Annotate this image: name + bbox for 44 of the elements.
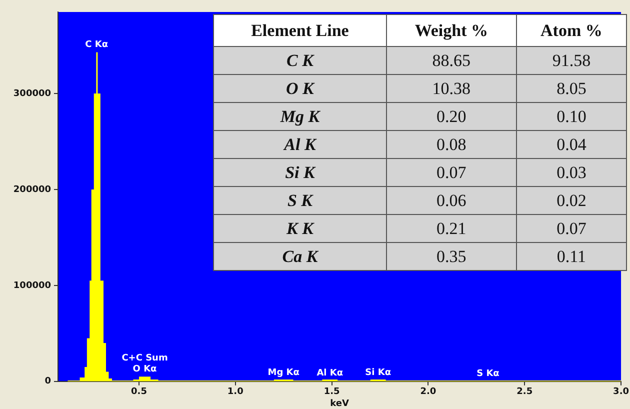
data-label: 0.07 [386,158,516,186]
data-label: 0.10 [516,102,626,130]
annotation: S Kα [476,368,500,379]
data-label: 0.11 [516,242,626,270]
x-tick-label: 1.0 [227,387,244,398]
data-label: 91.58 [516,46,626,74]
data-label: 0.35 [386,242,516,270]
category-label: Si K [214,158,386,186]
data-label: 0.03 [516,158,626,186]
series-label: Atom % [516,14,626,46]
y-tick-label: 300000 [13,88,51,99]
data-label: 0.06 [386,186,516,214]
data-label: 0.04 [516,130,626,158]
data-label: 0.08 [386,130,516,158]
category-label: C K [214,46,386,74]
legend-title: Element Line [214,14,386,46]
data-label: 0.20 [386,102,516,130]
y-tick-label: 100000 [13,280,51,291]
data-label: 0.21 [386,214,516,242]
annotation: Si Kα [365,368,392,378]
x-tick-label: 0.5 [131,387,147,398]
data-label: 0.02 [516,186,626,214]
annotation: C+C Sum O Kα [122,353,168,374]
annotation: Al Kα [316,368,344,378]
category-label: Al K [214,130,386,158]
category-label: K K [214,214,386,242]
data-label: 8.05 [516,74,626,102]
x-tick-label: 3.0 [613,387,630,398]
data-label: 0.07 [516,214,626,242]
x-tick-label: 2.5 [516,387,533,398]
category-label: Ca K [214,242,386,270]
x-tick-label: 1.5 [324,387,340,398]
x-tick-label: 2.0 [420,387,436,398]
x-axis-title: keV [330,398,349,409]
category-label: S K [214,186,386,214]
y-tick-label: 0 [44,376,51,387]
data-label: 88.65 [386,46,516,74]
category-label: O K [214,74,386,102]
category-label: Mg K [214,102,386,130]
data-label: 10.38 [386,74,516,102]
annotation: C Kα [85,40,108,50]
annotation: Mg Kα [268,368,300,378]
series-label: Weight % [386,14,516,46]
y-tick-label: 200000 [13,184,51,195]
